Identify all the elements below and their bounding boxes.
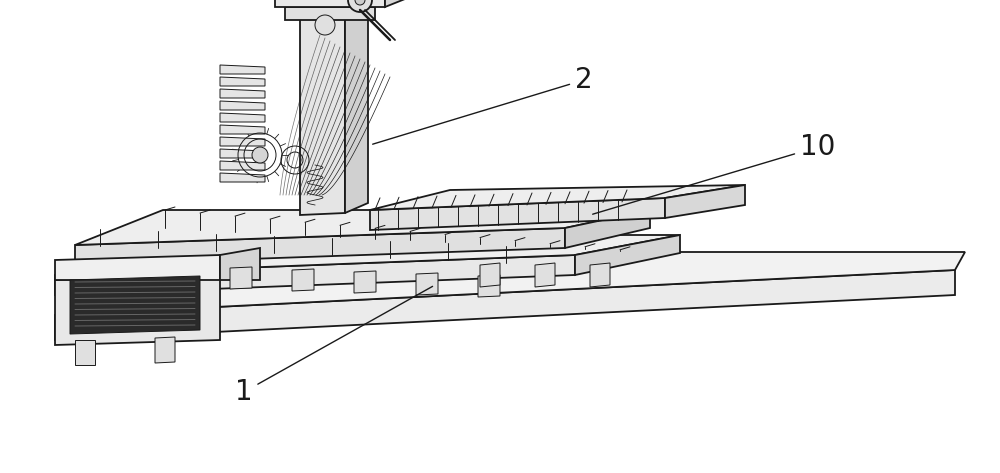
Polygon shape xyxy=(220,161,265,170)
Polygon shape xyxy=(385,0,405,7)
Polygon shape xyxy=(354,271,376,293)
Polygon shape xyxy=(220,149,265,158)
Circle shape xyxy=(252,147,268,163)
Polygon shape xyxy=(220,77,265,86)
Polygon shape xyxy=(565,210,650,248)
Polygon shape xyxy=(300,15,345,215)
Polygon shape xyxy=(55,270,955,340)
Polygon shape xyxy=(480,263,500,287)
Polygon shape xyxy=(55,275,220,345)
Polygon shape xyxy=(220,248,260,280)
Polygon shape xyxy=(665,185,745,218)
Circle shape xyxy=(355,0,365,5)
Polygon shape xyxy=(292,269,314,291)
Text: 2: 2 xyxy=(373,66,593,144)
Polygon shape xyxy=(75,210,650,245)
Polygon shape xyxy=(220,125,265,134)
Circle shape xyxy=(315,15,335,35)
Polygon shape xyxy=(230,267,252,289)
Polygon shape xyxy=(70,276,200,334)
Polygon shape xyxy=(416,273,438,295)
Polygon shape xyxy=(478,275,500,297)
Circle shape xyxy=(348,0,372,12)
Polygon shape xyxy=(590,263,610,287)
Polygon shape xyxy=(575,235,680,275)
Text: 1: 1 xyxy=(235,286,433,406)
Polygon shape xyxy=(275,0,385,7)
Polygon shape xyxy=(75,340,95,365)
Polygon shape xyxy=(370,185,745,210)
Polygon shape xyxy=(220,137,265,146)
Polygon shape xyxy=(345,5,368,213)
Polygon shape xyxy=(535,263,555,287)
Polygon shape xyxy=(55,252,965,315)
Polygon shape xyxy=(220,173,265,182)
Polygon shape xyxy=(370,198,665,230)
Polygon shape xyxy=(285,7,375,20)
Polygon shape xyxy=(55,255,575,295)
Polygon shape xyxy=(220,101,265,110)
Polygon shape xyxy=(220,113,265,122)
Polygon shape xyxy=(75,228,565,265)
Polygon shape xyxy=(220,89,265,98)
Polygon shape xyxy=(55,255,220,280)
Text: 10: 10 xyxy=(593,133,835,214)
Polygon shape xyxy=(155,337,175,363)
Polygon shape xyxy=(55,235,680,275)
Polygon shape xyxy=(220,65,265,74)
